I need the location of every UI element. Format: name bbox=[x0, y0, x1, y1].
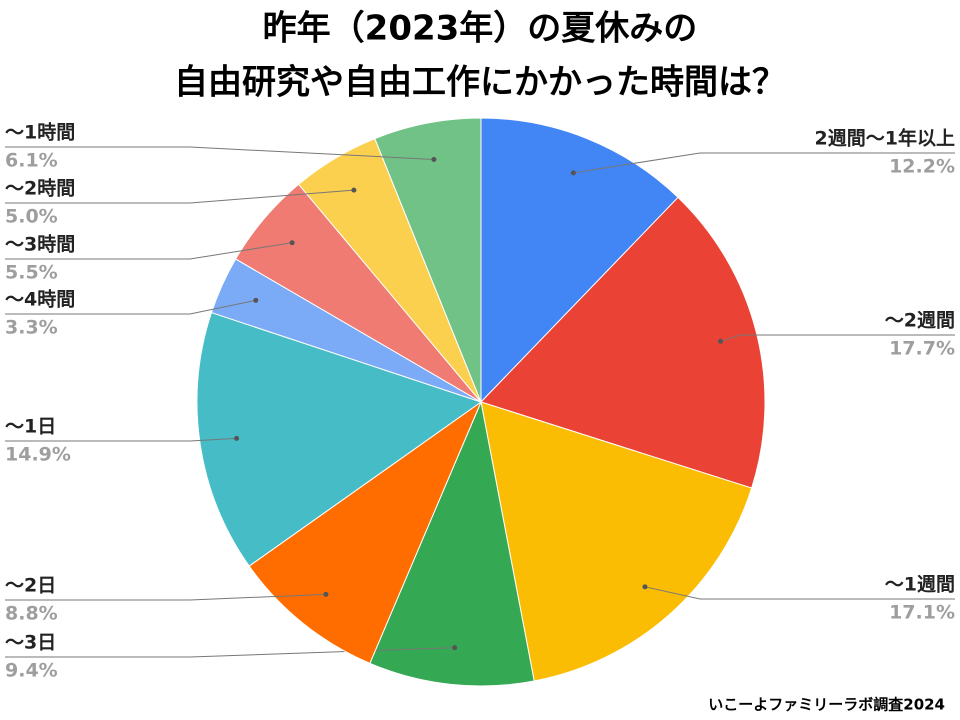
leader-line bbox=[5, 593, 326, 601]
leader-dot bbox=[642, 584, 648, 590]
chart-title: 昨年（2023年）の夏休みの bbox=[263, 9, 698, 49]
legend-label: 〜2時間 bbox=[5, 178, 75, 200]
value-label: 5.0% bbox=[5, 206, 58, 228]
leader-dot bbox=[234, 435, 240, 441]
pie-slice bbox=[374, 117, 482, 403]
pie-slice bbox=[480, 117, 679, 404]
leader-dot bbox=[253, 297, 259, 303]
value-label: 14.9% bbox=[5, 444, 71, 466]
leader-dot bbox=[570, 170, 576, 176]
legend-label: 〜2週間 bbox=[885, 310, 955, 332]
value-label: 17.7% bbox=[889, 338, 955, 360]
value-label: 8.8% bbox=[5, 603, 58, 625]
value-label: 17.1% bbox=[889, 602, 955, 624]
legend-label: 〜2日 bbox=[5, 575, 56, 597]
leader-line bbox=[644, 586, 955, 600]
value-label: 3.3% bbox=[5, 317, 58, 339]
legend-label: 〜1時間 bbox=[5, 122, 75, 144]
leader-line bbox=[573, 152, 955, 174]
leader-line bbox=[5, 146, 434, 160]
chart-title: 自由研究や自由工作にかかった時間は？ bbox=[174, 63, 786, 103]
legend-label: 〜3時間 bbox=[5, 234, 75, 256]
source: いこーよファミリーラボ調査2024 bbox=[708, 696, 945, 714]
value-label: 9.4% bbox=[5, 660, 58, 682]
value-label: 6.1% bbox=[5, 150, 58, 172]
pie-slice bbox=[369, 400, 535, 687]
leader-dot bbox=[452, 645, 458, 651]
leader-line bbox=[5, 242, 293, 260]
value-label: 12.2% bbox=[889, 156, 955, 178]
leader-dot bbox=[289, 240, 295, 246]
leader-dot bbox=[718, 338, 724, 344]
leader-line bbox=[5, 189, 354, 204]
leader-line bbox=[5, 437, 237, 442]
pie-slice bbox=[480, 196, 766, 489]
pie-slice bbox=[248, 400, 483, 665]
value-label: 5.5% bbox=[5, 262, 58, 284]
legend-label: 〜4時間 bbox=[5, 289, 75, 311]
legend-label: 2週間〜1年以上 bbox=[815, 127, 955, 150]
leader-dot bbox=[323, 591, 329, 597]
legend-label: 〜3日 bbox=[5, 632, 56, 654]
pie-slice bbox=[196, 311, 483, 567]
pie-slice bbox=[480, 401, 753, 682]
leader-dot bbox=[431, 156, 437, 162]
leader-dot bbox=[351, 187, 357, 193]
legend-label: 〜1週間 bbox=[885, 574, 955, 596]
legend-label: 〜1日 bbox=[5, 416, 56, 438]
leader-line bbox=[5, 299, 256, 315]
leader-line bbox=[720, 334, 955, 342]
